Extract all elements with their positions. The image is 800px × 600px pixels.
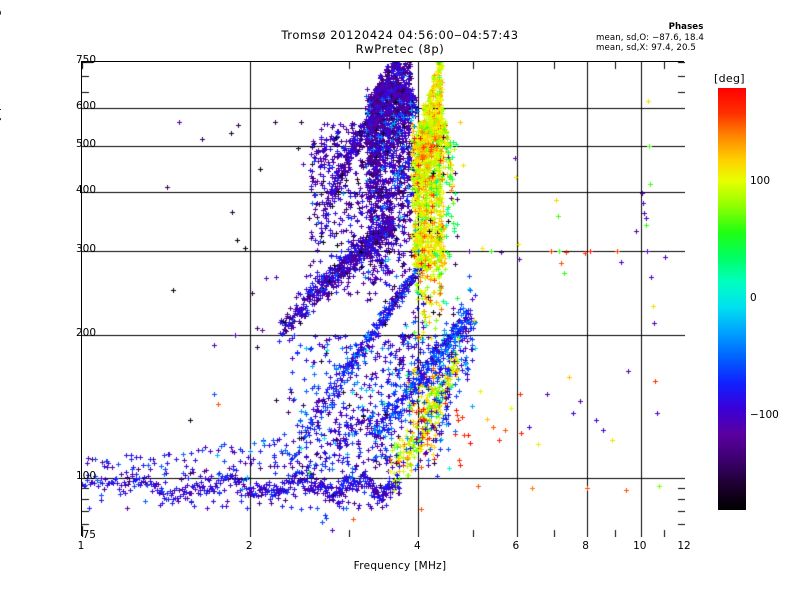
phase-stats-o-mode: mean, sd,O: −87.6, 18.4 (596, 32, 704, 43)
colorbar-tick-2: −100 (750, 409, 779, 422)
x-tick-label-1: 1 (77, 540, 85, 552)
phase-statistics-block: Phases mean, sd,O: −87.6, 18.4 mean, sd,… (596, 22, 766, 54)
colorbar (718, 88, 746, 510)
plot-title-line1: Tromsø 20120424 04:56:00‒04:57:43 (281, 28, 519, 42)
y-tick-label-400: 400 (75, 183, 96, 196)
x-tick-label-6: 6 (512, 540, 520, 552)
y-tick-label-200: 200 (75, 326, 96, 339)
y-tick-label-500: 500 (75, 137, 96, 150)
y-tick-label-100: 100 (75, 469, 96, 482)
x-axis-label: Frequency [MHz] (353, 560, 447, 572)
x-tick-label-10: 10 (633, 540, 647, 552)
colorbar-tick-0: 100 (750, 174, 771, 187)
y-tick-label-75: 75 (82, 529, 96, 541)
x-tick-label-2: 2 (245, 540, 253, 552)
y-tick-label-750: 750 (75, 54, 96, 66)
x-tick-label-4: 4 (414, 540, 421, 552)
x-tick-label-8: 8 (582, 540, 589, 552)
colorbar-gradient (718, 88, 746, 510)
colorbar-unit-label: [deg] (714, 72, 745, 85)
plot-title-line2: RwPretec (8p) (355, 42, 445, 56)
y-tick-label-300: 300 (75, 243, 96, 256)
y-axis-label: Stationary phase Virtual Height [km] (0, 0, 2, 172)
y-tick-label-600: 600 (75, 100, 96, 113)
phase-stats-x-mode: mean, sd,X: 97.4, 20.5 (596, 43, 696, 53)
scatter-canvas (82, 62, 685, 537)
colorbar-tick-1: 0 (750, 292, 757, 304)
plot-area (81, 61, 685, 537)
x-tick-label-12: 12 (677, 540, 691, 552)
phase-stats-header: Phases (668, 22, 704, 32)
